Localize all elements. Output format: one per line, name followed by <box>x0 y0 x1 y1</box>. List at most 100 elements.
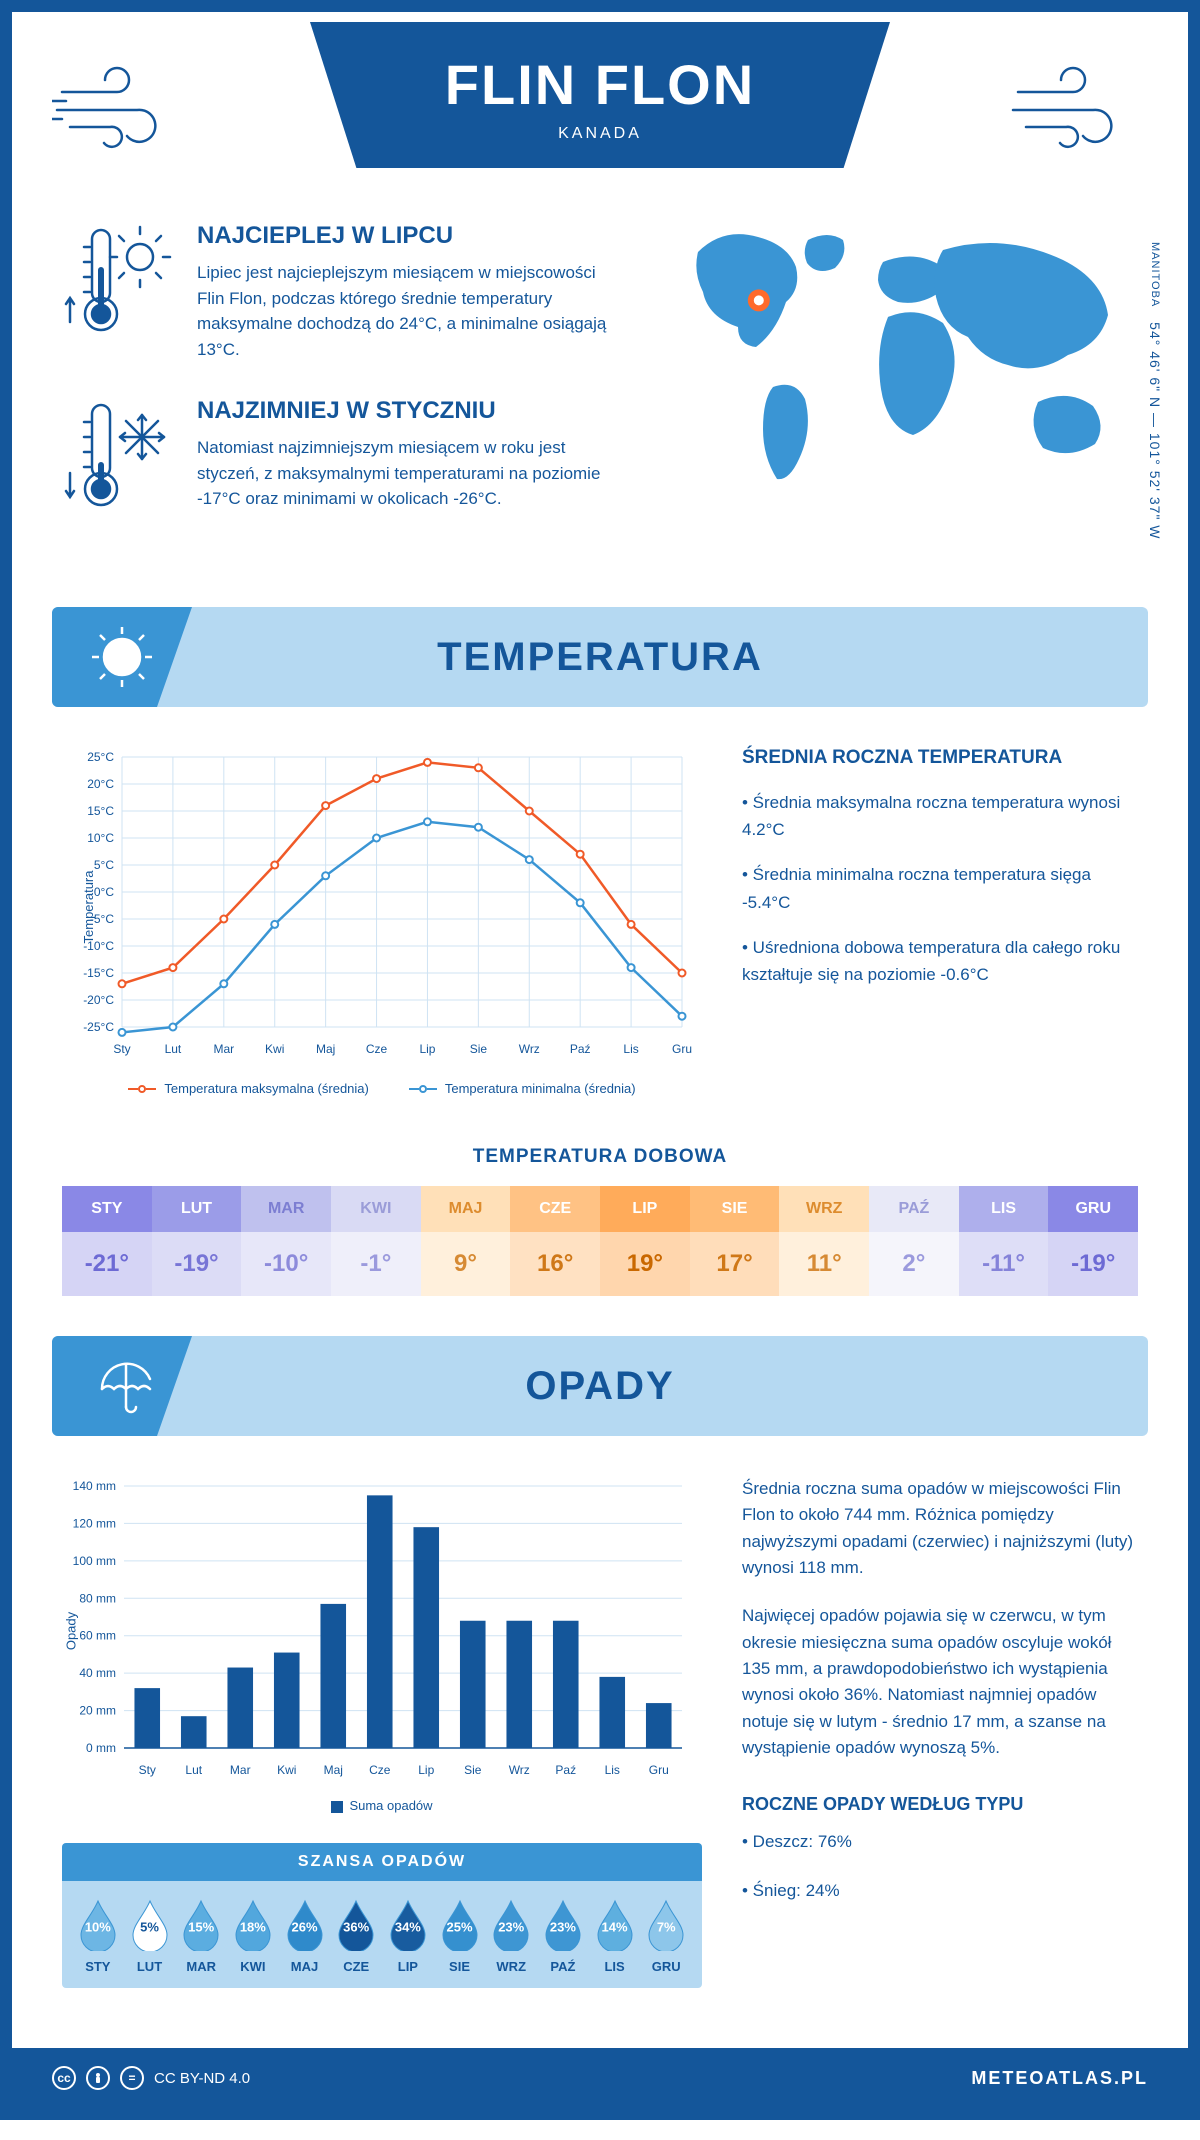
intro-facts: NAJCIEPLEJ W LIPCU Lipiec jest najcieple… <box>62 222 618 557</box>
svg-text:20 mm: 20 mm <box>79 1704 116 1718</box>
temp-section-title: TEMPERATURA <box>437 635 763 680</box>
svg-text:Sty: Sty <box>139 1763 156 1777</box>
chance-month: GRU <box>640 1959 692 1974</box>
temp-summary-bullet: • Uśredniona dobowa temperatura dla całe… <box>742 934 1138 988</box>
page: FLIN FLON KANADA <box>0 0 1200 2120</box>
chance-value: 14% <box>602 1920 628 1935</box>
chance-col: 36% CZE <box>330 1899 382 1974</box>
daily-col: MAJ9° <box>421 1186 511 1296</box>
chance-month: KWI <box>227 1959 279 1974</box>
chance-month: LUT <box>124 1959 176 1974</box>
svg-text:Maj: Maj <box>324 1763 343 1777</box>
svg-text:Paź: Paź <box>570 1042 591 1056</box>
daily-col: LIP19° <box>600 1186 690 1296</box>
raindrop-icon: 34% <box>387 1899 429 1951</box>
chance-month: WRZ <box>485 1959 537 1974</box>
thermometer-sun-icon <box>62 222 172 362</box>
daily-month: CZE <box>510 1186 600 1232</box>
svg-text:Cze: Cze <box>366 1042 388 1056</box>
chance-col: 18% KWI <box>227 1899 279 1974</box>
chance-value: 5% <box>140 1920 159 1935</box>
precip-text-2: Najwięcej opadów pojawia się w czerwcu, … <box>742 1603 1138 1761</box>
license-text: CC BY-ND 4.0 <box>154 2070 250 2087</box>
svg-text:Lut: Lut <box>165 1042 182 1056</box>
raindrop-icon: 10% <box>77 1899 119 1951</box>
svg-text:100 mm: 100 mm <box>73 1554 116 1568</box>
svg-text:Lis: Lis <box>605 1763 620 1777</box>
chance-col: 23% WRZ <box>485 1899 537 1974</box>
raindrop-icon: 15% <box>180 1899 222 1951</box>
daily-value: -11° <box>959 1232 1049 1296</box>
fact-warmest-body: NAJCIEPLEJ W LIPCU Lipiec jest najcieple… <box>197 222 618 362</box>
raindrop-icon: 23% <box>490 1899 532 1951</box>
svg-text:0 mm: 0 mm <box>86 1741 116 1755</box>
svg-text:-25°C: -25°C <box>83 1020 114 1034</box>
cc-icon: cc <box>52 2066 76 2090</box>
chance-col: 5% LUT <box>124 1899 176 1974</box>
chance-month: PAŹ <box>537 1959 589 1974</box>
nd-icon: = <box>120 2066 144 2090</box>
daily-col: STY-21° <box>62 1186 152 1296</box>
daily-col: LIS-11° <box>959 1186 1049 1296</box>
wind-icon-left <box>52 52 192 157</box>
svg-text:15°C: 15°C <box>87 804 114 818</box>
daily-col: GRU-19° <box>1048 1186 1138 1296</box>
svg-text:Lis: Lis <box>623 1042 638 1056</box>
temperature-chart: Temperatura -25°C-20°C-15°C-10°C-5°C0°C5… <box>62 747 702 1096</box>
raindrop-icon: 26% <box>284 1899 326 1951</box>
temp-legend: Temperatura maksymalna (średnia)Temperat… <box>62 1081 702 1096</box>
chance-value: 36% <box>343 1920 369 1935</box>
chance-value: 18% <box>240 1920 266 1935</box>
svg-text:Sty: Sty <box>113 1042 130 1056</box>
legend-label: Temperatura maksymalna (średnia) <box>164 1081 368 1096</box>
header-banner: FLIN FLON KANADA <box>310 22 890 168</box>
svg-text:10°C: 10°C <box>87 831 114 845</box>
chance-col: 7% GRU <box>640 1899 692 1974</box>
chance-col: 14% LIS <box>589 1899 641 1974</box>
chance-value: 25% <box>447 1920 473 1935</box>
fact-coldest-text: Natomiast najzimniejszym miesiącem w rok… <box>197 435 618 512</box>
chance-value: 23% <box>550 1920 576 1935</box>
daily-col: KWI-1° <box>331 1186 421 1296</box>
svg-text:Sie: Sie <box>470 1042 488 1056</box>
svg-text:120 mm: 120 mm <box>73 1516 116 1530</box>
chance-value: 10% <box>85 1920 111 1935</box>
precip-legend: Suma opadów <box>62 1798 702 1813</box>
chance-month: CZE <box>330 1959 382 1974</box>
chance-col: 25% SIE <box>434 1899 486 1974</box>
precip-y-axis-label: Opady <box>64 1612 79 1650</box>
precip-type-bullet: • Deszcz: 76% <box>742 1829 1138 1855</box>
chance-title: SZANSA OPADÓW <box>62 1843 702 1881</box>
chance-value: 34% <box>395 1920 421 1935</box>
chance-col: 34% LIP <box>382 1899 434 1974</box>
fact-warmest: NAJCIEPLEJ W LIPCU Lipiec jest najcieple… <box>62 222 618 362</box>
svg-text:Kwi: Kwi <box>265 1042 284 1056</box>
daily-value: 19° <box>600 1232 690 1296</box>
daily-temp-table: STY-21°LUT-19°MAR-10°KWI-1°MAJ9°CZE16°LI… <box>62 1186 1138 1296</box>
chance-month: LIS <box>589 1959 641 1974</box>
country-label: KANADA <box>330 125 870 143</box>
svg-text:Lut: Lut <box>185 1763 202 1777</box>
raindrop-icon: 14% <box>594 1899 636 1951</box>
daily-month: PAŹ <box>869 1186 959 1232</box>
svg-text:Gru: Gru <box>649 1763 669 1777</box>
chance-month: LIP <box>382 1959 434 1974</box>
raindrop-icon: 36% <box>335 1899 377 1951</box>
by-icon <box>86 2066 110 2090</box>
chance-value: 26% <box>292 1920 318 1935</box>
chance-month: SIE <box>434 1959 486 1974</box>
daily-value: 16° <box>510 1232 600 1296</box>
svg-text:Lip: Lip <box>418 1763 434 1777</box>
chance-month: MAR <box>175 1959 227 1974</box>
daily-value: -19° <box>1048 1232 1138 1296</box>
raindrop-icon: 5% <box>129 1899 171 1951</box>
chance-value: 23% <box>498 1920 524 1935</box>
raindrop-icon: 7% <box>645 1899 687 1951</box>
svg-text:Gru: Gru <box>672 1042 692 1056</box>
daily-col: MAR-10° <box>241 1186 331 1296</box>
sun-icon <box>52 607 192 707</box>
chance-month: STY <box>72 1959 124 1974</box>
footer: cc = CC BY-ND 4.0 METEOATLAS.PL <box>12 2048 1188 2108</box>
city-title: FLIN FLON <box>330 52 870 117</box>
location-coords: MANITOBA 54° 46' 6" N — 101° 52' 37" W <box>1147 242 1163 540</box>
